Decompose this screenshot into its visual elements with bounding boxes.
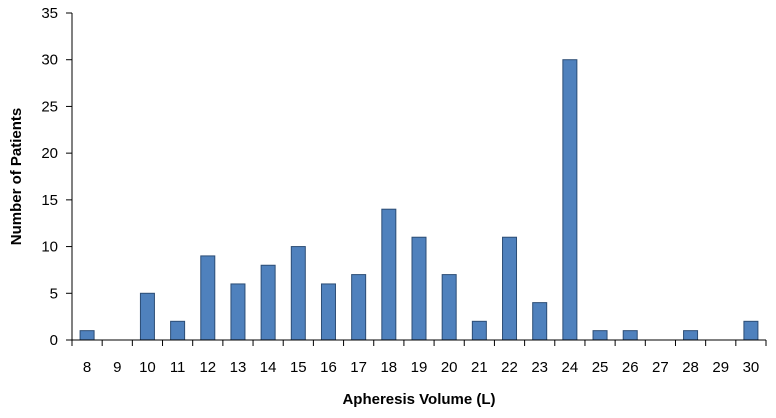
bar: [290, 246, 306, 341]
y-tick-label: 5: [50, 285, 58, 302]
bar: [502, 236, 518, 341]
x-tick-label: 18: [380, 359, 397, 376]
x-tick-label: 28: [682, 359, 699, 376]
y-tick-label: 35: [41, 5, 58, 22]
bar: [683, 330, 699, 341]
x-tick-label: 21: [471, 359, 488, 376]
x-tick-label: 10: [139, 359, 156, 376]
x-tick-label: 30: [743, 359, 760, 376]
bar: [200, 255, 216, 341]
x-tick-label: 23: [531, 359, 548, 376]
y-tick-label: 20: [41, 145, 58, 162]
bar: [532, 302, 548, 341]
x-tick-label: 29: [712, 359, 729, 376]
bar: [622, 330, 638, 341]
bar: [471, 320, 487, 341]
y-tick-label: 25: [41, 98, 58, 115]
bar: [562, 59, 578, 341]
y-tick-label: 0: [50, 332, 58, 349]
bars: [79, 59, 759, 341]
bar: [743, 320, 759, 341]
x-tick-label: 13: [230, 359, 247, 376]
x-tick-label: 20: [441, 359, 458, 376]
x-axis-ticks: 8 9 10 11 12 13 14 15 16 17 18 19 20 21 22 23 24 25 26 27 28…: [71, 340, 767, 376]
bar: [170, 320, 186, 341]
y-tick-label: 30: [41, 52, 58, 69]
bar: [139, 292, 155, 341]
x-tick-label: 8: [83, 359, 91, 376]
bar: [320, 283, 336, 341]
y-axis-title: Number of Patients: [8, 108, 25, 246]
x-tick-label: 27: [652, 359, 669, 376]
y-tick-label: 10: [41, 239, 58, 256]
bar: [230, 283, 246, 341]
x-tick-label: 17: [350, 359, 367, 376]
x-tick-label: 15: [290, 359, 307, 376]
bar: [351, 274, 367, 341]
x-tick-label: 25: [592, 359, 609, 376]
bar: [381, 208, 397, 341]
x-tick-label: 24: [562, 359, 579, 376]
bar: [441, 274, 457, 341]
x-tick-label: 22: [501, 359, 518, 376]
x-tick-label: 26: [622, 359, 639, 376]
y-tick-label: 15: [41, 192, 58, 209]
x-tick-label: 19: [411, 359, 428, 376]
x-axis-title: Apheresis Volume (L): [342, 391, 495, 408]
y-axis-ticks: 0 5 10 15 20 25 30 35: [41, 5, 72, 349]
bar: [592, 330, 608, 341]
x-tick-label: 11: [170, 359, 186, 376]
x-tick-label: 9: [113, 359, 121, 376]
bar: [79, 330, 95, 341]
x-tick-label: 12: [199, 359, 216, 376]
bar: [411, 236, 427, 341]
x-tick-label: 16: [320, 359, 337, 376]
bar: [260, 264, 276, 341]
x-tick-label: 14: [260, 359, 277, 376]
